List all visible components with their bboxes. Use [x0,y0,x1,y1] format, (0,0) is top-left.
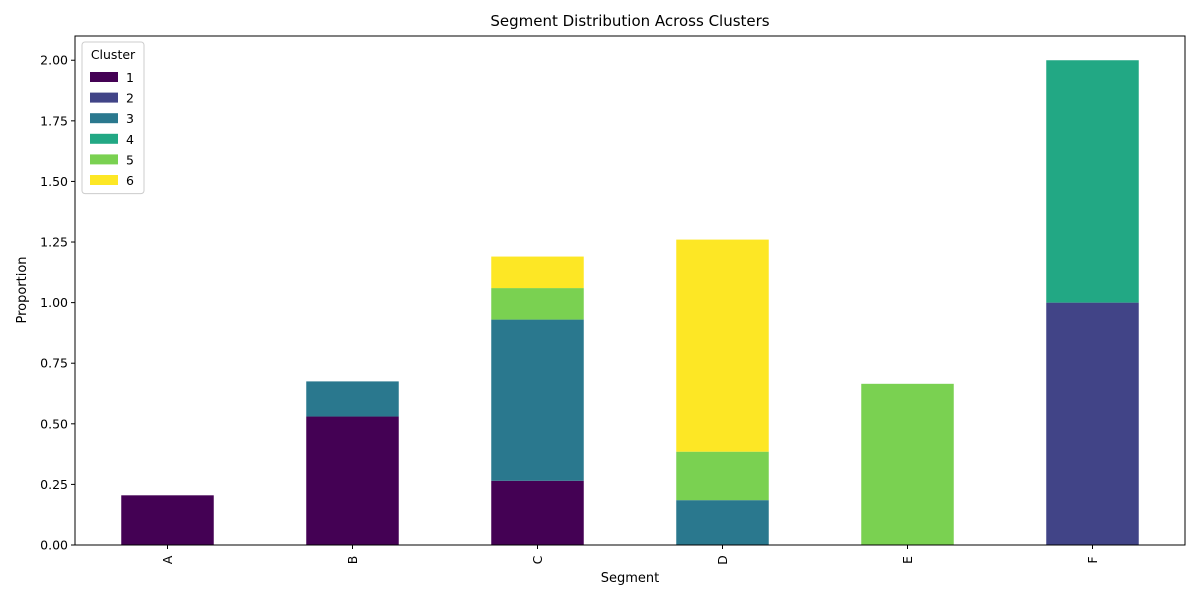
x-axis-label: Segment [601,571,660,586]
bar-E-cluster-5 [861,383,954,545]
legend-swatch-2 [90,92,118,103]
legend: Cluster 1 2 3 4 5 6 [81,41,145,195]
y-tick-label: 1.50 [40,174,68,189]
bar-D-cluster-5 [676,451,769,501]
bar-A-cluster-1 [121,495,214,545]
x-tick-label: A [160,555,175,564]
legend-label-2: 2 [126,91,134,106]
plot-frame [74,35,1186,546]
bar-D-cluster-3 [676,500,769,545]
x-tick-label: B [345,556,360,565]
bar-B-cluster-1 [306,416,399,545]
legend-label-3: 3 [126,111,134,126]
legend-swatch-3 [90,113,118,124]
y-tick-label: 2.00 [40,53,68,68]
y-tick-label: 1.75 [40,113,68,128]
bars-group [121,60,1139,545]
bar-C-cluster-5 [491,288,584,320]
x-tick-label: C [530,555,545,564]
x-tick-label: D [715,555,730,565]
legend-label-6: 6 [126,173,134,188]
legend-swatch-4 [90,133,118,144]
y-tick-label: 0.50 [40,416,68,431]
bar-C-cluster-3 [491,319,584,481]
legend-swatch-1 [90,72,118,82]
legend-title: Cluster [91,47,136,62]
x-tick-label: E [900,556,915,564]
bar-F-cluster-4 [1046,60,1139,303]
bar-F-cluster-2 [1046,302,1139,545]
y-tick-label: 0.00 [40,538,68,553]
y-tick-label: 1.00 [40,295,68,310]
legend-label-5: 5 [126,152,134,167]
chart-title: Segment Distribution Across Clusters [490,12,769,30]
y-tick-label: 0.25 [40,477,68,492]
x-tick-label: F [1085,556,1100,563]
y-tick-label: 1.25 [40,235,68,250]
bar-C-cluster-6 [491,256,584,289]
legend-swatch-5 [90,154,118,165]
legend-label-4: 4 [126,132,134,147]
y-tick-label: 0.75 [40,356,68,371]
bar-D-cluster-6 [676,239,769,452]
legend-swatch-6 [90,175,118,185]
y-axis-label: Proportion [15,256,30,323]
axes-group: 0.00 0.25 0.50 0.75 1.00 1.25 1.50 1.75 2.00 A B C D… [40,35,1186,565]
bar-C-cluster-1 [491,480,584,545]
bar-B-cluster-3 [306,381,399,417]
legend-label-1: 1 [126,70,134,85]
